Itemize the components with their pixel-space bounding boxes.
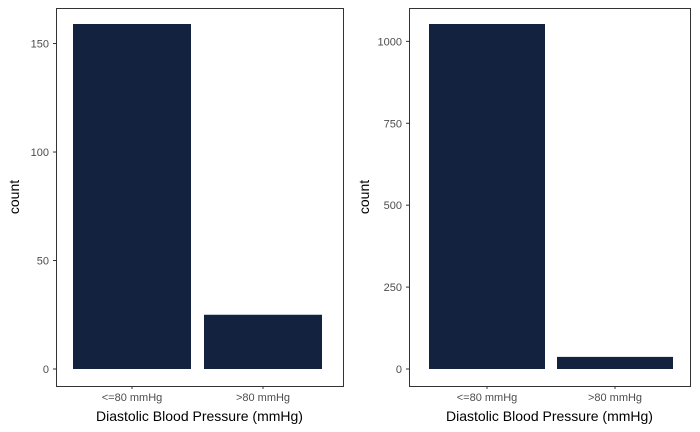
y-tick-label: 500 bbox=[384, 200, 402, 212]
right-chart-panel: 0 250 500 750 1000 <=80 mmHg >80 mmHg Diastolic… bbox=[356, 8, 691, 424]
x-tick-label: >80 mmHg bbox=[236, 392, 290, 404]
bar bbox=[557, 356, 673, 369]
y-tick-label: 100 bbox=[31, 147, 49, 159]
panel-border bbox=[56, 8, 344, 387]
y-tick-label: 0 bbox=[43, 364, 49, 376]
panel-border bbox=[409, 8, 691, 387]
y-axis-title: count bbox=[356, 180, 372, 214]
y-tick-label: 150 bbox=[31, 39, 49, 51]
y-tick-label: 1000 bbox=[378, 36, 402, 48]
bar bbox=[204, 314, 322, 369]
x-tick-label: <=80 mmHg bbox=[457, 392, 518, 404]
left-chart-panel: 0 50 100 150 <=80 mmHg >80 mmHg Diastolic Bloo… bbox=[6, 8, 344, 424]
y-tick-label: 50 bbox=[37, 256, 49, 268]
y-tick-label: 250 bbox=[384, 282, 402, 294]
y-tick-label: 0 bbox=[396, 364, 402, 376]
y-axis-title: count bbox=[6, 180, 22, 214]
x-tick-label: <=80 mmHg bbox=[102, 392, 163, 404]
y-tick-label: 750 bbox=[384, 118, 402, 130]
bar bbox=[429, 24, 545, 369]
x-tick-label: >80 mmHg bbox=[588, 392, 642, 404]
bar bbox=[73, 24, 191, 369]
x-axis-title: Diastolic Blood Pressure (mmHg) bbox=[96, 408, 303, 424]
x-axis-title: Diastolic Blood Pressure (mmHg) bbox=[446, 408, 653, 424]
